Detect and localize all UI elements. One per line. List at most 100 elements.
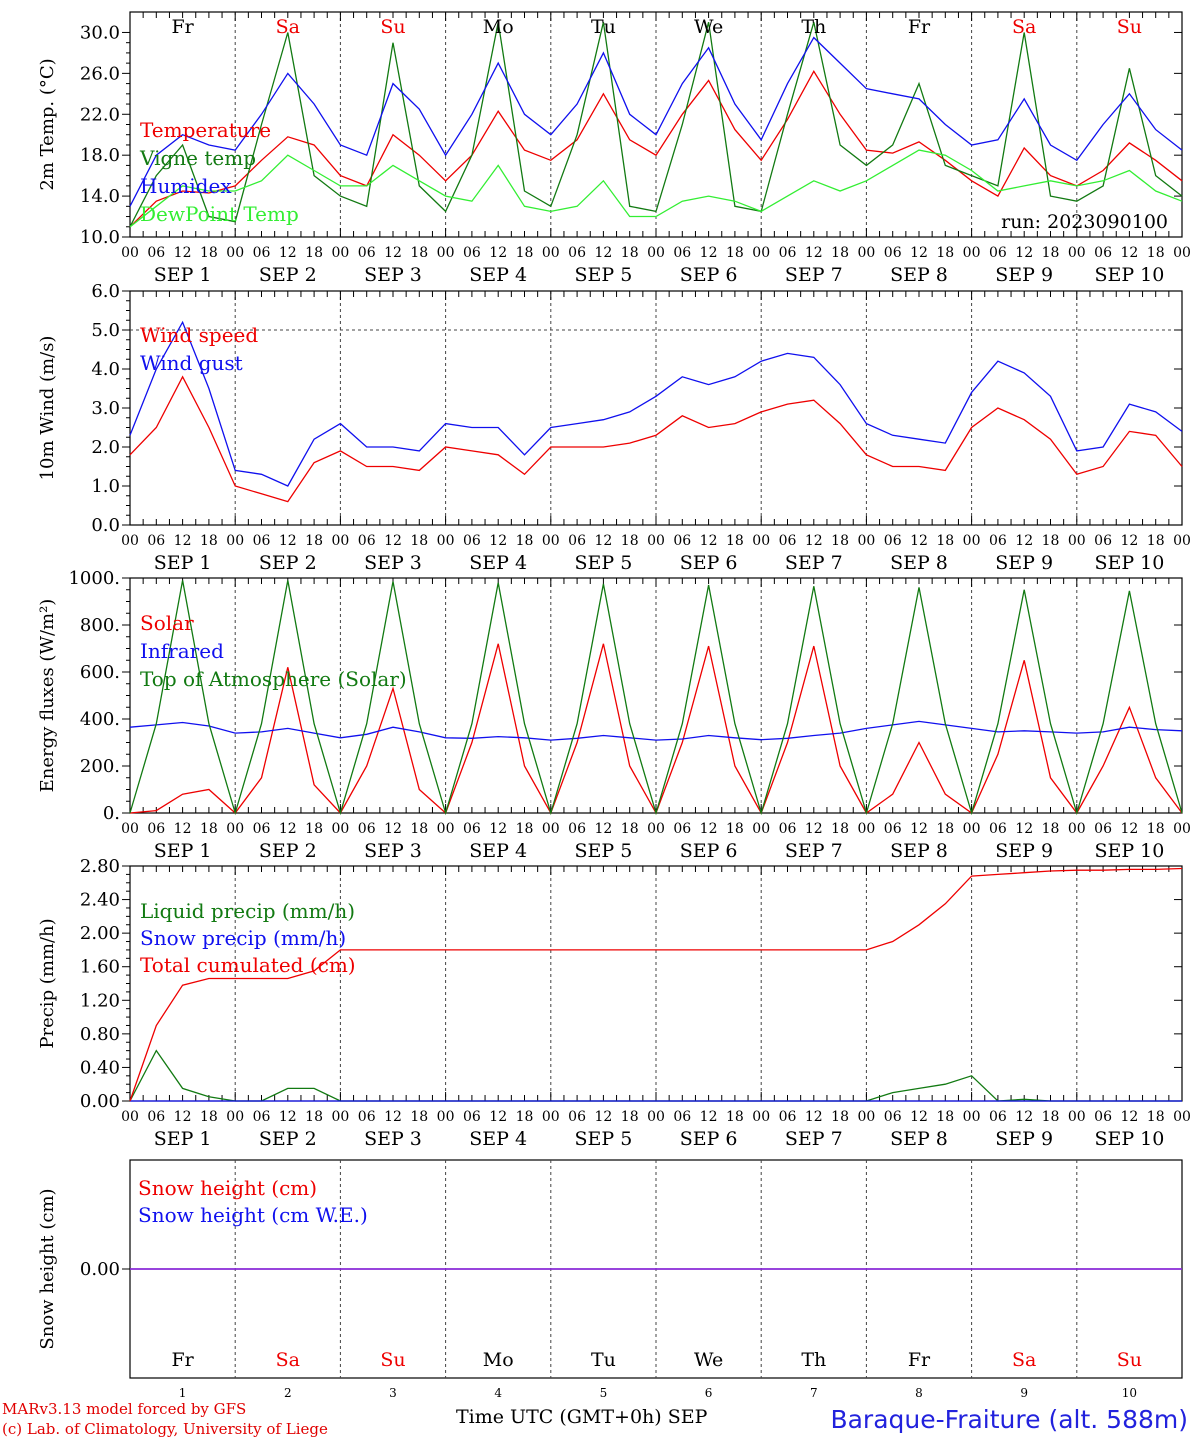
x-tick-label: 18	[410, 245, 428, 261]
x-tick-label: 00	[752, 1109, 770, 1125]
x-tick-label: 06	[568, 1109, 586, 1125]
x-tick-label: 18	[1042, 245, 1060, 261]
weekday-label: Sa	[1012, 16, 1036, 38]
x-tick-label: 18	[831, 1109, 849, 1125]
x-tick-label: 18	[305, 1109, 323, 1125]
series-line-infrared	[129, 720, 1183, 741]
x-tick-label: 00	[857, 245, 875, 261]
y-axis-label: 2m Temp. (°C)	[37, 58, 58, 190]
y-axis-label: Snow height (cm)	[37, 1188, 58, 1349]
date-label: SEP 5	[574, 840, 632, 862]
x-axis-label: Time UTC (GMT+0h) SEP	[456, 1406, 708, 1428]
x-tick-label: 12	[805, 533, 823, 549]
x-tick-label: 18	[621, 821, 639, 837]
weekday-label: Fr	[171, 1349, 194, 1371]
weekday-label: Su	[1117, 1349, 1142, 1371]
x-tick-label: 18	[305, 533, 323, 549]
x-tick-label: 12	[1120, 821, 1138, 837]
panel-2	[122, 290, 1183, 526]
date-label: SEP 2	[259, 264, 317, 286]
x-tick-label: 12	[700, 245, 718, 261]
x-tick-label: 12	[805, 821, 823, 837]
y-tick-label: 2.0	[91, 437, 120, 458]
x-tick-label: 12	[174, 1109, 192, 1125]
x-tick-label: 12	[805, 245, 823, 261]
y-tick-label: 22.0	[80, 104, 120, 125]
x-tick-label: 12	[384, 533, 402, 549]
date-label: SEP 3	[364, 552, 422, 574]
x-tick-label: 00	[331, 533, 349, 549]
x-tick-label: 18	[1147, 821, 1165, 837]
date-label: SEP 7	[785, 1128, 843, 1150]
x-tick-label: 18	[1147, 533, 1165, 549]
x-tick-label: 06	[884, 1109, 902, 1125]
x-tick-label: 06	[253, 533, 271, 549]
x-tick-label: 06	[253, 245, 271, 261]
x-tick-label: 18	[936, 533, 954, 549]
date-label: SEP 2	[259, 1128, 317, 1150]
x-tick-label: 12	[279, 245, 297, 261]
panel-1	[122, 11, 1183, 238]
date-label: SEP 6	[680, 552, 738, 574]
day-number: 6	[705, 1386, 713, 1400]
legend-entry: Vigne temp	[139, 146, 256, 170]
weekday-label: Mo	[483, 16, 514, 38]
y-tick-label: 0.40	[80, 1057, 120, 1078]
x-tick-label: 18	[516, 1109, 534, 1125]
x-tick-label: 06	[989, 533, 1007, 549]
panel-3	[122, 577, 1183, 816]
x-tick-label: 00	[963, 821, 981, 837]
x-tick-label: 06	[1094, 1109, 1112, 1125]
y-axis-label: Precip (mm/h)	[37, 918, 58, 1048]
x-tick-label: 00	[437, 1109, 455, 1125]
x-tick-label: 06	[253, 1109, 271, 1125]
x-tick-label: 12	[1015, 533, 1033, 549]
weekday-label: Sa	[276, 1349, 300, 1371]
x-tick-label: 06	[358, 245, 376, 261]
x-tick-label: 06	[884, 821, 902, 837]
x-tick-label: 12	[594, 533, 612, 549]
legend-entry: Total cumulated (cm)	[140, 953, 356, 977]
series-line-temperature	[129, 70, 1183, 228]
x-tick-label: 06	[147, 821, 165, 837]
y-tick-label: 10.0	[80, 227, 120, 248]
x-tick-label: 00	[963, 1109, 981, 1125]
x-tick-label: 00	[331, 1109, 349, 1125]
x-tick-label: 12	[174, 245, 192, 261]
x-tick-label: 00	[121, 245, 139, 261]
x-tick-label: 12	[805, 1109, 823, 1125]
weekday-label: Tu	[591, 1349, 616, 1371]
day-number: 2	[284, 1386, 292, 1400]
y-axis-label: 10m Wind (m/s)	[37, 336, 58, 481]
weekday-label: Sa	[1012, 1349, 1036, 1371]
x-tick-label: 00	[1068, 533, 1086, 549]
date-label: SEP 5	[574, 552, 632, 574]
x-tick-label: 18	[1147, 1109, 1165, 1125]
date-label: SEP 9	[995, 264, 1053, 286]
x-tick-label: 18	[410, 533, 428, 549]
x-tick-label: 00	[752, 245, 770, 261]
x-tick-label: 12	[594, 245, 612, 261]
x-tick-label: 00	[857, 533, 875, 549]
x-tick-label: 00	[647, 245, 665, 261]
x-tick-label: 06	[463, 245, 481, 261]
date-label: SEP 10	[1094, 264, 1164, 286]
x-tick-label: 00	[963, 533, 981, 549]
x-tick-label: 00	[121, 533, 139, 549]
x-tick-label: 06	[253, 821, 271, 837]
x-tick-label: 06	[568, 245, 586, 261]
x-tick-label: 06	[989, 1109, 1007, 1125]
legend-entry: Temperature	[140, 118, 271, 142]
y-tick-label: 600.	[80, 662, 120, 683]
y-tick-label: 18.0	[80, 145, 120, 166]
day-number: 3	[389, 1386, 397, 1400]
series-line-dewpoint-temp	[129, 149, 1183, 228]
x-tick-label: 00	[437, 245, 455, 261]
x-tick-label: 06	[463, 821, 481, 837]
x-tick-label: 12	[174, 821, 192, 837]
day-number: 1	[179, 1386, 187, 1400]
x-tick-label: 00	[542, 1109, 560, 1125]
x-tick-label: 12	[384, 245, 402, 261]
x-tick-label: 12	[700, 533, 718, 549]
x-tick-label: 06	[779, 533, 797, 549]
